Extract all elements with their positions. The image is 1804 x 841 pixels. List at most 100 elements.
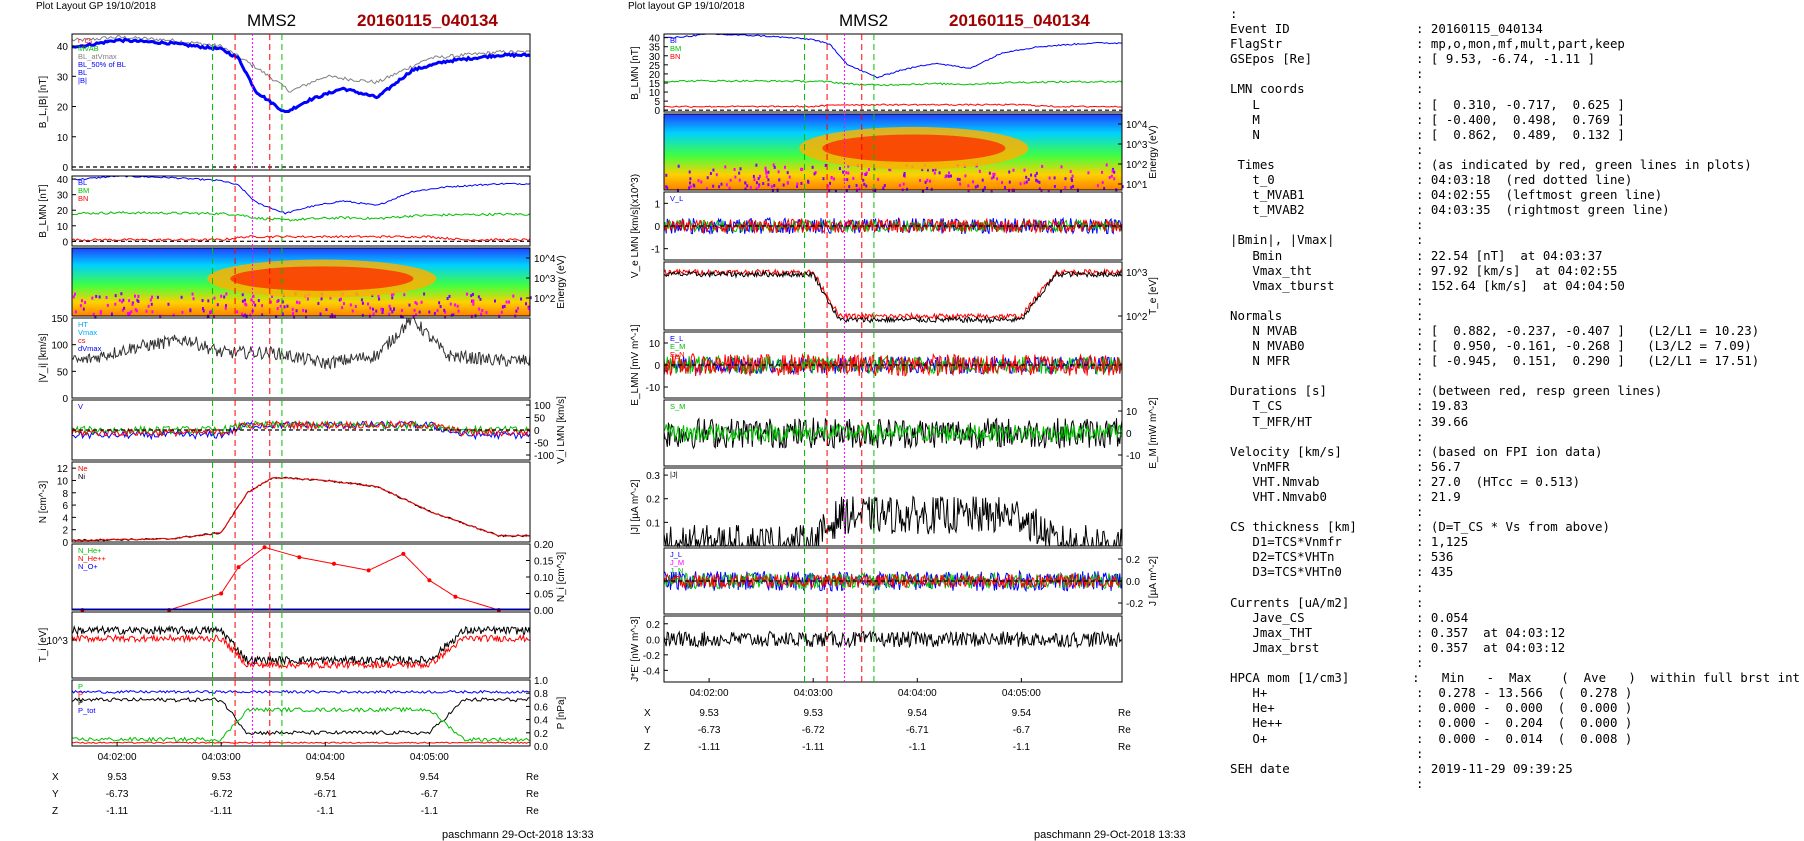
spectrogram-noise xyxy=(378,297,381,301)
spectrogram-noise xyxy=(992,175,995,179)
spectrogram-noise xyxy=(720,182,723,186)
spectrogram-noise xyxy=(800,181,803,185)
spectrogram-noise xyxy=(122,298,125,302)
tick-label: 0.2 xyxy=(646,620,660,631)
coord-value: -6.72 xyxy=(210,789,233,800)
summary-row: Jave_CS: 0.054 xyxy=(1230,610,1800,625)
legend-entry: BL xyxy=(78,178,87,187)
tick-label: 30 xyxy=(57,72,69,83)
spectrogram-noise xyxy=(121,308,124,312)
axis-label: V_e LMN [km/s](x10^3) xyxy=(630,174,641,278)
coord-label: Z xyxy=(52,806,58,817)
series-jde xyxy=(663,630,1123,649)
spectrogram-noise xyxy=(449,302,452,306)
spectrogram-noise xyxy=(934,167,937,171)
summary-key: He++ xyxy=(1230,715,1283,731)
summary-value: : (D=T_CS * Vs from above) xyxy=(1416,519,1610,535)
spectrogram-noise xyxy=(1072,184,1075,188)
spectrogram-noise xyxy=(525,302,528,306)
spectrogram-noise xyxy=(762,182,765,186)
spectrogram-noise xyxy=(277,299,280,303)
summary-value: : 56.7 xyxy=(1416,458,1461,474)
tick-label: 0.4 xyxy=(534,716,548,727)
summary-row: D1=TCS*Vnmfr: 1,125 xyxy=(1230,534,1800,549)
coord-label: Z xyxy=(644,742,650,753)
spectrogram-noise xyxy=(992,172,995,176)
spectrogram-noise xyxy=(254,303,257,307)
spectrogram-noise xyxy=(758,174,761,178)
spectrogram-noise xyxy=(1059,189,1062,193)
summary-row: Bmin: 22.54 [nT] at 04:03:37 xyxy=(1230,248,1800,263)
summary-key xyxy=(1230,368,1416,383)
summary-row: CS thickness [km]: (D=T_CS * Vs from abo… xyxy=(1230,519,1800,534)
tick-label: 25 xyxy=(649,61,661,72)
spectrogram-noise xyxy=(74,310,77,314)
spectrogram-noise xyxy=(665,185,668,189)
summary-key: M xyxy=(1230,111,1260,127)
spectrogram-noise xyxy=(1053,184,1056,188)
summary-value: : xyxy=(1416,66,1424,82)
spectrogram-noise xyxy=(393,307,396,311)
coord-value: -6.71 xyxy=(906,725,929,736)
spectrogram-noise xyxy=(958,178,961,182)
event-id-title: 20160115_040134 xyxy=(357,11,498,30)
summary-value: : [ 0.950, -0.161, -0.268 ] (L3/L2 = 7.0… xyxy=(1416,338,1752,354)
spectrogram-noise xyxy=(1025,180,1028,184)
summary-row: L: [ 0.310, -0.717, 0.625 ] xyxy=(1230,97,1800,112)
series-vl xyxy=(71,420,531,441)
series-ti xyxy=(71,624,531,666)
panel-frame xyxy=(71,33,531,171)
spectrogram-noise xyxy=(1030,173,1033,177)
spacecraft-title: MMS2 xyxy=(247,11,296,30)
spectrogram-noise xyxy=(852,176,855,180)
tick-label: 40 xyxy=(57,42,69,53)
spectrogram-noise xyxy=(1105,163,1108,167)
legend-entry: P_tot xyxy=(78,706,96,715)
summary-key: Jmax_brst xyxy=(1230,639,1320,655)
spectrogram-noise xyxy=(292,312,295,316)
coord-value: -1.1 xyxy=(909,742,927,753)
spectrogram-noise xyxy=(295,300,298,304)
spectrogram-noise xyxy=(1101,170,1104,174)
series-point xyxy=(331,561,336,566)
spectrogram-noise xyxy=(755,181,758,185)
spectrogram-noise xyxy=(201,299,204,303)
summary-row: T_MFR/HT: 39.66 xyxy=(1230,414,1800,429)
summary-row: N MVAB0: [ 0.950, -0.161, -0.268 ] (L3/L… xyxy=(1230,338,1800,353)
coord-label: X xyxy=(644,708,651,719)
spectrogram-noise xyxy=(479,297,482,301)
spectrogram-noise xyxy=(738,178,741,182)
tick-label: 10^3 xyxy=(1126,140,1148,151)
spectrogram-noise xyxy=(746,184,749,188)
series-point xyxy=(297,555,302,560)
axis-label: J [µA m^-2] xyxy=(1148,556,1159,606)
spectrogram-noise xyxy=(786,181,789,185)
summary-key xyxy=(1230,655,1416,670)
spectrogram-noise xyxy=(457,309,460,313)
time-tick-label: 04:03:00 xyxy=(202,752,241,763)
legend-entry: E_N xyxy=(670,350,685,359)
spectrogram-noise xyxy=(192,297,195,301)
tick-label: 0.15 xyxy=(534,557,554,568)
summary-key xyxy=(1230,142,1416,157)
summary-key: HPCA mom [1/cm3] xyxy=(1230,670,1350,686)
time-tick-label: 04:02:00 xyxy=(98,752,137,763)
spectrogram-noise xyxy=(1047,189,1050,193)
spectrogram-noise xyxy=(302,308,305,312)
series-te xyxy=(71,633,531,670)
panel-frame xyxy=(71,175,531,247)
spectrogram-noise xyxy=(123,306,126,310)
spectrogram-noise xyxy=(375,309,378,313)
panel-ve: -1 0 1 V_e LMN [km/s](x10^3) V_L xyxy=(630,174,1123,278)
legend-entry: V xyxy=(78,402,83,411)
legend-entry: Bl xyxy=(670,36,677,45)
tick-label: 0 xyxy=(62,538,68,549)
spectrogram-noise xyxy=(773,184,776,188)
spectrogram-noise xyxy=(481,309,484,313)
coord-value: -6.7 xyxy=(421,789,439,800)
tick-label: 30 xyxy=(649,52,661,63)
spectrogram-noise xyxy=(131,302,134,306)
summary-key xyxy=(1230,580,1416,595)
